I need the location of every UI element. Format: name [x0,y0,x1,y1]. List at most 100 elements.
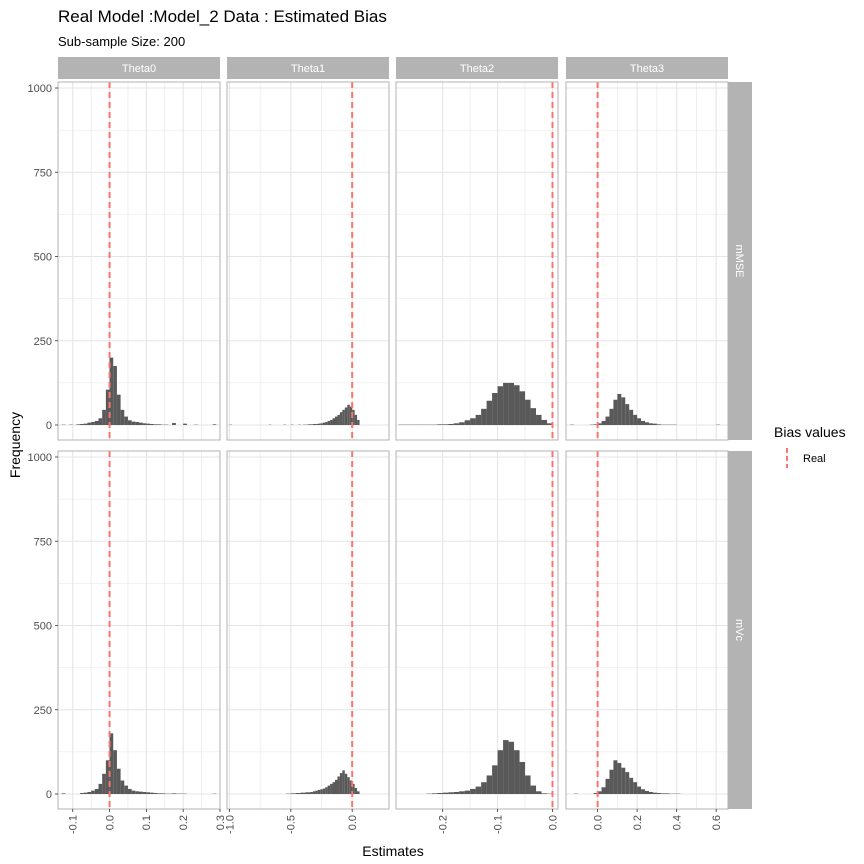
histogram-bar [310,791,313,794]
histogram-bar [150,423,154,425]
histogram-bar [629,777,634,794]
histogram-bar [150,792,154,794]
histogram-bar [135,421,139,425]
histogram-bar [519,761,526,794]
histogram-bar [94,788,99,794]
histogram-bar [475,414,482,425]
histogram-bar [448,423,454,425]
histogram-bar [113,366,117,425]
histogram-bar [312,423,316,425]
histogram-bar [617,762,622,794]
histogram-bar [357,791,360,794]
histogram-bar [308,792,311,794]
histogram-bar [492,765,498,794]
x-tick-label: 0.6 [711,815,723,830]
panel-mMSE-Theta3 [565,81,729,441]
histogram-bar [157,793,162,794]
histogram-bar [633,414,638,425]
histogram-bar [459,422,465,425]
histogram-bar [339,773,343,794]
histogram-bar [514,750,520,794]
histogram-bar [135,791,139,794]
panel-border [226,450,390,810]
histogram-bar [621,397,626,425]
histogram-bar [347,777,350,794]
histogram-bar [617,393,622,425]
histogram-bar [597,423,602,425]
x-tick-label: 0.0 [104,815,116,830]
histogram-bar [80,792,84,794]
y-axis-title: Frequency [7,412,23,478]
histogram-bar [656,792,661,794]
histogram-bar [352,783,355,794]
histogram-bar [153,424,158,425]
histogram-bar [102,773,106,794]
histogram-bar [645,422,649,425]
histogram-bar [648,423,653,425]
histogram-bar [295,792,299,794]
panel-border [395,81,559,441]
histogram-bar [525,399,531,425]
histogram-bar [327,420,331,425]
y-tick-label: 500 [34,252,52,264]
facet-panels: Theta0 Theta1 Theta2 Theta3 mMSE mVc 0 250 500 75… [28,57,752,834]
histogram-bar [342,409,345,425]
histogram-bar [613,399,618,425]
strip-right-bg [728,451,752,809]
histogram-bar [656,424,661,425]
histogram-bar [116,394,121,425]
panel-mVc-Theta3 [565,450,729,810]
histogram-bar [593,424,598,425]
histogram-bar [161,793,165,794]
x-tick-label: 0.0 [592,815,604,830]
histogram-bar [308,424,311,425]
x-tick-label: -1.0 [224,815,236,834]
histogram-bar [648,791,653,794]
histogram-bar [113,750,117,794]
histogram-bar [605,416,610,425]
histogram-bar [652,792,657,794]
chart-title: Real Model :Model_2 Data : Estimated Bia… [58,7,387,26]
histogram-bar [91,421,95,425]
histogram-bar [293,793,296,794]
histogram-bar [486,400,493,425]
legend-label-real: Real [803,453,826,465]
histogram-bar [120,409,125,425]
histogram-bar [481,408,487,425]
histogram-bar [325,421,328,425]
histogram-bar [497,750,504,794]
strip-top-Theta0: Theta0 [58,57,220,79]
histogram-bar [503,740,509,794]
histogram-bar [347,404,350,425]
histogram-bar [335,779,338,794]
panel-mVc-Theta0 [57,450,221,810]
strip-top-bg [227,57,389,79]
histogram-bar [437,792,443,794]
histogram-bar [519,391,526,425]
histogram-bar [442,424,449,425]
histogram-bar [87,422,92,425]
histogram-bar [464,790,471,794]
strip-top-bg [58,57,220,79]
histogram-bar [470,788,476,794]
histogram-bar [508,741,515,794]
histogram-bar [464,420,471,425]
strip-top-label: Theta2 [460,63,494,75]
histogram-bar [124,416,128,425]
y-tick-label: 750 [34,167,52,179]
x-tick-label: 0.2 [632,815,644,830]
histogram-bar [94,420,99,425]
histogram-bar [131,790,136,794]
histogram-bar [320,423,323,425]
histogram-bar [312,791,316,794]
histogram-bar [354,414,358,425]
histogram-bar [305,792,308,794]
histogram-bar [475,786,482,794]
histogram-bar [131,421,136,425]
y-tick-label: 750 [34,536,52,548]
histogram-bar [298,792,301,794]
histogram-bar [437,424,443,425]
histogram-bar [303,792,306,794]
x-axis-title: Estimates [362,843,423,859]
histogram-bar [453,423,460,425]
